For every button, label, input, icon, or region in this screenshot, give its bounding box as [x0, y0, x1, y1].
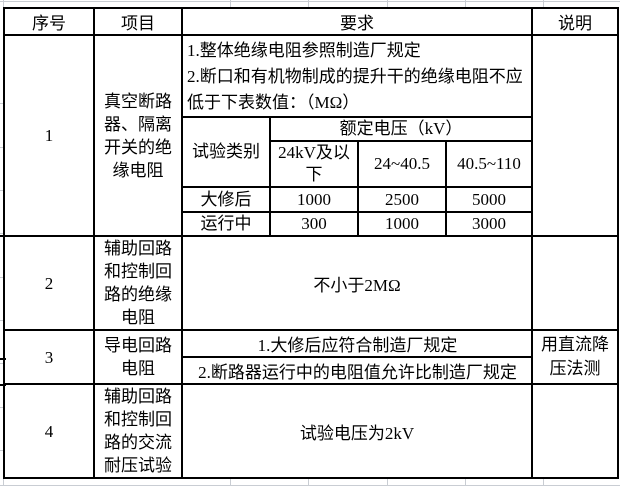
row1-item: 真空断路器、隔离开关的绝缘电阻: [93, 34, 183, 237]
table-row-3a: 3 导电回路电阻 1.大修后应符合制造厂规定 用直流降压法测: [3, 329, 619, 385]
value-cell: 3000: [445, 211, 530, 234]
row-label: 运行中: [184, 211, 271, 234]
row1-number: 1: [3, 34, 95, 237]
voltage-table: 试验类别 额定电压（kV） 24kV及以下 24~40.5 40.5~110 大…: [184, 116, 530, 234]
row1-requirement-cell: 1.整体绝缘电阻参照制造厂规定 2.断口和有机物制成的提升干的绝缘电阻不应低于下…: [181, 34, 533, 237]
row4-number: 4: [3, 383, 95, 479]
gridline-stub: [0, 320, 3, 321]
voltage-table-corner: 试验类别: [184, 116, 271, 188]
gridline-stub: [0, 363, 3, 364]
row4-item: 辅助回路和控制回路的交流耐压试验: [93, 383, 183, 479]
row3-requirement-2: 2.断路器运行中的电阻值允许比制造厂规定: [181, 356, 533, 385]
row4-note: [531, 383, 619, 479]
gridline-stub: [3, 479, 4, 486]
voltage-col-3: 40.5~110: [445, 140, 530, 188]
gridline-stub: [308, 479, 309, 486]
row1-requirement-text: 1.整体绝缘电阻参照制造厂规定 2.断口和有机物制成的提升干的绝缘电阻不应低于下…: [184, 37, 530, 116]
gridline-stub: [3, 0, 4, 7]
value-cell: 1000: [357, 211, 447, 234]
table-row-3b: 2.断路器运行中的电阻值允许比制造厂规定: [4, 356, 618, 385]
col-header-item: 项目: [93, 7, 183, 36]
header-row: 序号 项目 要求 说明: [3, 7, 619, 36]
value-cell: 5000: [445, 186, 530, 213]
row-tick: [0, 358, 6, 360]
gridline-stub: [0, 407, 3, 408]
gridline-stub: [543, 479, 544, 486]
gridline-stub: [0, 103, 3, 104]
voltage-header: 额定电压（kV）: [269, 116, 530, 142]
row2-note: [531, 235, 619, 331]
requirement-line: 1.整体绝缘电阻参照制造厂规定: [187, 41, 421, 60]
col-header-req: 要求: [181, 7, 533, 36]
gridline-stub: [387, 0, 388, 7]
row2-requirement: 不小于2MΩ: [181, 235, 533, 331]
voltage-data-row: 大修后 1000 2500 5000: [184, 186, 530, 213]
gridline-stub: [0, 450, 3, 451]
row-tick: [0, 384, 6, 386]
table-row-4: 4 辅助回路和控制回路的交流耐压试验 试验电压为2kV: [3, 383, 619, 479]
row-label: 大修后: [184, 186, 271, 213]
voltage-col-2: 24~40.5: [357, 140, 447, 188]
gridline-stub: [308, 0, 309, 7]
row2-number: 2: [3, 235, 95, 331]
gridline-stub: [0, 1, 620, 2]
gridline-stub: [0, 233, 3, 234]
gridline-stub: [0, 190, 3, 191]
gridline-stub: [465, 0, 466, 7]
gridline-stub: [543, 0, 544, 7]
row4-requirement: 试验电压为2kV: [181, 383, 533, 479]
col-header-num: 序号: [3, 7, 95, 36]
voltage-data-row: 运行中 300 1000 3000: [184, 211, 530, 234]
row3-number: 3: [3, 329, 95, 385]
spec-table: 序号 项目 要求 说明 1 真空断路器、隔离开关的绝缘电阻 1.整体绝缘电阻参照…: [3, 7, 619, 479]
requirement-line: 2.断口和有机物制成的提升干的绝缘电阻不应低于下表数值：（MΩ）: [187, 67, 523, 112]
row3-note: 用直流降压法测: [531, 329, 619, 385]
col-header-note: 说明: [531, 7, 619, 36]
gridline-stub: [0, 147, 3, 148]
value-cell: 2500: [357, 186, 447, 213]
gridline-stub: [230, 479, 231, 486]
gridline-stub: [230, 0, 231, 7]
voltage-col-1: 24kV及以下: [269, 140, 359, 188]
row2-item: 辅助回路和控制回路的绝缘电阻: [93, 235, 183, 331]
gridline-stub: [465, 479, 466, 486]
table-row-2: 2 辅助回路和控制回路的绝缘电阻 不小于2MΩ: [3, 235, 619, 331]
row-tick: [0, 235, 6, 237]
row1-note: [531, 34, 619, 237]
row3-requirement-1: 1.大修后应符合制造厂规定: [181, 329, 533, 358]
table-row-1: 1 真空断路器、隔离开关的绝缘电阻 1.整体绝缘电阻参照制造厂规定 2.断口和有…: [3, 34, 619, 237]
voltage-table-subheader-row: 24kV及以下 24~40.5 40.5~110: [184, 140, 530, 188]
value-cell: 300: [269, 211, 359, 234]
gridline-stub: [387, 479, 388, 486]
voltage-table-header-row: 试验类别 额定电压（kV）: [184, 116, 530, 188]
value-cell: 1000: [269, 186, 359, 213]
row3-item: 导电回路电阻: [93, 329, 183, 385]
gridline-stub: [0, 277, 3, 278]
